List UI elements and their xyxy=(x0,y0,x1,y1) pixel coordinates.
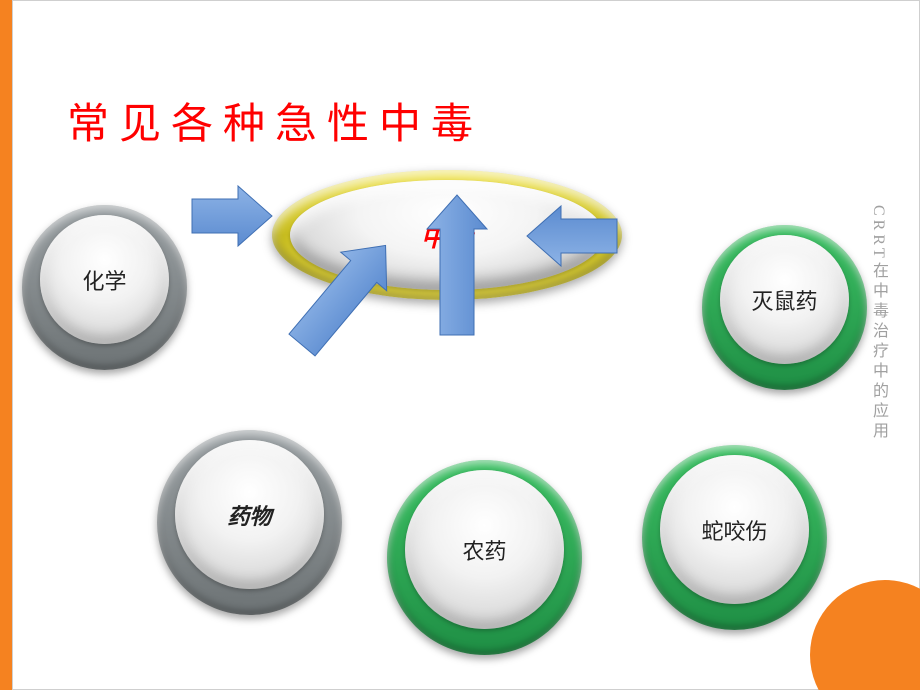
node-ring-snake: 蛇咬伤 xyxy=(642,445,827,630)
node-ring-drug: 药物 xyxy=(157,430,342,615)
node-inner-snake: 蛇咬伤 xyxy=(660,455,809,604)
node-ring-rat: 灭鼠药 xyxy=(702,225,867,390)
node-label-snake: 蛇咬伤 xyxy=(701,514,767,546)
node-ring-chem: 化学 xyxy=(22,205,187,370)
center-node: 中毒 xyxy=(272,170,622,300)
slide: 常见各种急性中毒 CRRT在中毒治疗中的应用 中毒 化学药物农药 蛇咬伤 灭鼠药 xyxy=(0,0,920,690)
node-label-rat: 灭鼠药 xyxy=(751,284,817,316)
node-chem: 化学 xyxy=(22,205,187,370)
node-rat: 灭鼠药 xyxy=(702,225,867,390)
arrow-chem xyxy=(192,186,272,246)
node-label-chem: 化学 xyxy=(82,264,126,296)
center-node-inner: 中毒 xyxy=(290,180,604,290)
node-inner-pest: 农药 xyxy=(405,470,564,629)
node-inner-chem: 化学 xyxy=(40,215,169,344)
node-ring-pest: 农药 xyxy=(387,460,582,655)
node-drug: 药物 xyxy=(157,430,342,615)
side-caption: CRRT在中毒治疗中的应用 xyxy=(866,205,890,442)
node-label-pest: 农药 xyxy=(462,534,506,566)
center-label: 中毒 xyxy=(421,217,473,254)
page-title: 常见各种急性中毒 xyxy=(67,90,483,151)
node-inner-rat: 灭鼠药 xyxy=(720,235,849,364)
node-label-drug: 药物 xyxy=(227,499,271,531)
node-pest: 农药 xyxy=(387,460,582,655)
node-snake: 蛇咬伤 xyxy=(642,445,827,630)
node-inner-drug: 药物 xyxy=(175,440,324,589)
